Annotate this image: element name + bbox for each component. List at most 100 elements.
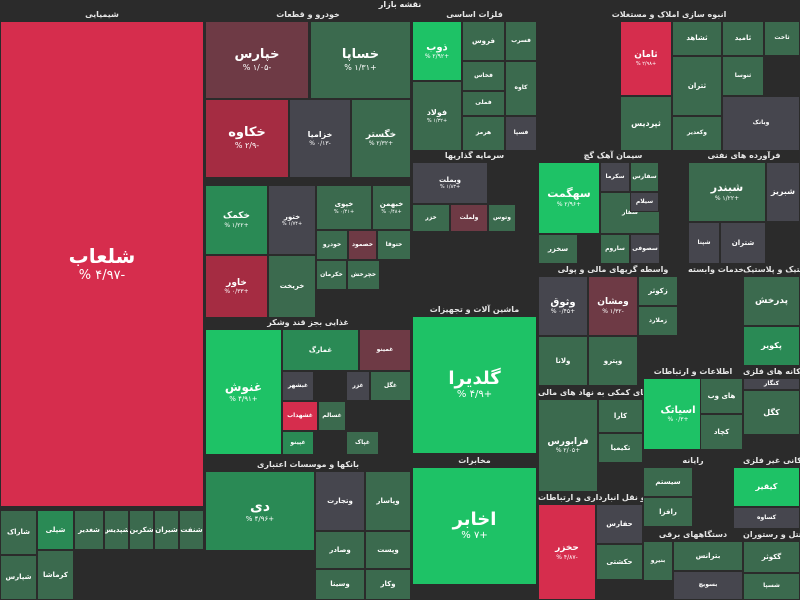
- stock-tile[interactable]: خاور% ۰/۳۳+: [205, 255, 268, 318]
- sector-header[interactable]: واسطه گریهای مالی و پولی: [557, 265, 669, 274]
- stock-tile[interactable]: غشهداب: [282, 401, 318, 431]
- stock-tile[interactable]: وتجارت: [315, 471, 365, 531]
- sector-header[interactable]: کانی غیر فلزی: [743, 456, 800, 465]
- stock-tile[interactable]: وسینا: [315, 569, 365, 600]
- sector-header[interactable]: هتل و رستوران: [743, 530, 800, 539]
- stock-tile[interactable]: شبندر% ۱/۲۲+: [688, 162, 766, 222]
- stock-tile[interactable]: فولاد% ۱/۳۲+: [412, 81, 462, 151]
- stock-tile[interactable]: کرماشا: [37, 550, 74, 600]
- stock-tile[interactable]: ولانا: [538, 336, 588, 386]
- stock-tile[interactable]: سخزر: [538, 234, 578, 264]
- stock-tile[interactable]: گکوثر: [743, 541, 800, 573]
- stock-tile[interactable]: زملارد: [638, 306, 678, 336]
- stock-tile[interactable]: سصوفی: [630, 234, 660, 264]
- stock-tile[interactable]: کنگار: [743, 378, 800, 390]
- stock-tile[interactable]: وصادر: [315, 531, 365, 569]
- stock-tile[interactable]: فروس: [462, 21, 505, 61]
- sector-header[interactable]: دستگاههای برقی: [658, 530, 728, 539]
- stock-tile[interactable]: شنفت: [179, 510, 204, 550]
- sector-header[interactable]: لاستیک و پلاستیک: [743, 265, 800, 274]
- stock-tile[interactable]: فسرب: [505, 21, 537, 61]
- stock-tile[interactable]: کساوه: [733, 507, 800, 529]
- stock-tile[interactable]: ختوقا: [377, 230, 411, 260]
- sector-header[interactable]: رایانه: [682, 456, 704, 465]
- stock-tile[interactable]: شپنا: [688, 222, 720, 264]
- stock-tile[interactable]: فملی: [462, 91, 505, 116]
- sector-header[interactable]: استخراج کانه های فلزی: [743, 367, 800, 376]
- sector-header[interactable]: فعالیتهای کمکی به نهاد های مالی: [538, 388, 643, 397]
- stock-tile[interactable]: غگل: [370, 371, 411, 401]
- stock-tile[interactable]: سکرما: [600, 162, 630, 192]
- stock-tile[interactable]: شکربن: [129, 510, 154, 550]
- stock-tile[interactable]: خگستر% ۲/۳۲+: [351, 99, 411, 178]
- stock-tile[interactable]: های وب: [700, 378, 743, 414]
- stock-tile[interactable]: وپست: [365, 531, 411, 569]
- stock-tile[interactable]: خزامیا% ۰/۱۳-: [289, 99, 351, 178]
- stock-tile[interactable]: خودرو: [316, 230, 348, 260]
- stock-tile[interactable]: رافزا: [643, 497, 693, 527]
- stock-tile[interactable]: شسپا: [743, 573, 800, 600]
- stock-tile[interactable]: ولملت: [450, 204, 488, 232]
- stock-tile[interactable]: وکار: [365, 569, 411, 600]
- stock-tile[interactable]: سفارس: [630, 162, 659, 192]
- stock-tile[interactable]: شیران: [154, 510, 179, 550]
- stock-tile[interactable]: دی% ۴/۹۶+: [205, 471, 315, 551]
- stock-tile[interactable]: سیلام: [630, 192, 659, 212]
- stock-tile[interactable]: کارا: [598, 399, 643, 433]
- stock-tile[interactable]: وبانک: [722, 96, 800, 151]
- stock-tile[interactable]: خصمود: [348, 230, 377, 260]
- sector-header[interactable]: سیمان آهک گچ: [583, 151, 643, 160]
- stock-tile[interactable]: غبشهر: [282, 371, 314, 401]
- stock-tile[interactable]: ختور% ۱/۷۴+: [268, 185, 316, 255]
- sector-header[interactable]: ماشین آلات و تجهیزات: [429, 305, 520, 314]
- stock-tile[interactable]: حفارس: [596, 504, 643, 544]
- stock-tile[interactable]: غپاک: [346, 431, 379, 455]
- stock-tile[interactable]: حخزر% ۴/۸۷-: [538, 504, 596, 600]
- stock-tile[interactable]: گلدیرا% ۴/۹+: [412, 316, 537, 454]
- stock-tile[interactable]: بسویچ: [673, 571, 743, 600]
- stock-tile[interactable]: سهگمت% ۲/۹۶+: [538, 162, 600, 234]
- stock-tile[interactable]: شپارس: [0, 555, 37, 600]
- stock-tile[interactable]: کاوه: [505, 61, 537, 116]
- stock-tile[interactable]: ساروم: [600, 234, 630, 264]
- stock-tile[interactable]: شپلی: [37, 510, 74, 550]
- sector-header[interactable]: انبوه سازی املاک و مستغلات: [611, 10, 727, 19]
- stock-tile[interactable]: غزر: [346, 371, 370, 401]
- stock-tile[interactable]: ثامان% ۲/۹۸+: [620, 21, 672, 96]
- stock-tile[interactable]: ثپردیس: [620, 96, 672, 151]
- stock-tile[interactable]: ثاخت: [764, 21, 800, 56]
- sector-header[interactable]: اطلاعات و ارتباطات: [653, 367, 733, 376]
- sector-header[interactable]: مخابرات: [458, 456, 491, 465]
- stock-tile[interactable]: شپدیس: [104, 510, 129, 550]
- stock-tile[interactable]: هرمز: [462, 116, 505, 151]
- stock-tile[interactable]: وکغدیر: [672, 116, 722, 151]
- stock-tile[interactable]: فخاس: [462, 61, 505, 91]
- stock-tile[interactable]: ذوب% ۲/۹۲+: [412, 21, 462, 81]
- stock-tile[interactable]: ثامید: [722, 21, 764, 56]
- stock-tile[interactable]: بترانس: [673, 541, 743, 571]
- stock-tile[interactable]: وثوق% ۰/۴۵+: [538, 276, 588, 336]
- stock-tile[interactable]: وبملت% ۱/۸۳+: [412, 162, 488, 204]
- stock-tile[interactable]: بنیرو: [643, 541, 673, 581]
- stock-tile[interactable]: خبهمن% ۰/۴۸+: [372, 185, 411, 230]
- stock-tile[interactable]: سیستم: [643, 467, 693, 497]
- stock-tile[interactable]: وپترو: [588, 336, 638, 386]
- stock-tile[interactable]: غمینو: [359, 329, 411, 371]
- stock-tile[interactable]: شتران: [720, 222, 766, 264]
- stock-tile[interactable]: خریخت: [268, 255, 316, 318]
- stock-tile[interactable]: کیقیر: [733, 467, 800, 507]
- stock-tile[interactable]: وتوس: [488, 204, 516, 232]
- stock-tile[interactable]: خکاوه% ۲/۹-: [205, 99, 289, 178]
- stock-tile[interactable]: اخابر% ۷+: [412, 467, 537, 585]
- stock-tile[interactable]: ثشاهد: [672, 21, 722, 56]
- stock-tile[interactable]: خچرخش: [347, 260, 380, 290]
- stock-tile[interactable]: شاراک: [0, 510, 37, 555]
- stock-tile[interactable]: ومشان% ۱/۳۲-: [588, 276, 638, 336]
- stock-tile[interactable]: غمارگ: [282, 329, 359, 371]
- sector-header[interactable]: غذایی بجز قند وشکر: [267, 318, 349, 327]
- stock-tile[interactable]: تکیمیا: [598, 433, 643, 463]
- sector-header[interactable]: زراعت و خدمات وابسته: [688, 265, 743, 274]
- stock-tile[interactable]: کگل: [743, 390, 800, 435]
- stock-tile[interactable]: غپینو: [282, 431, 314, 455]
- stock-tile[interactable]: شلعاب% ۴/۹۷-: [0, 21, 204, 507]
